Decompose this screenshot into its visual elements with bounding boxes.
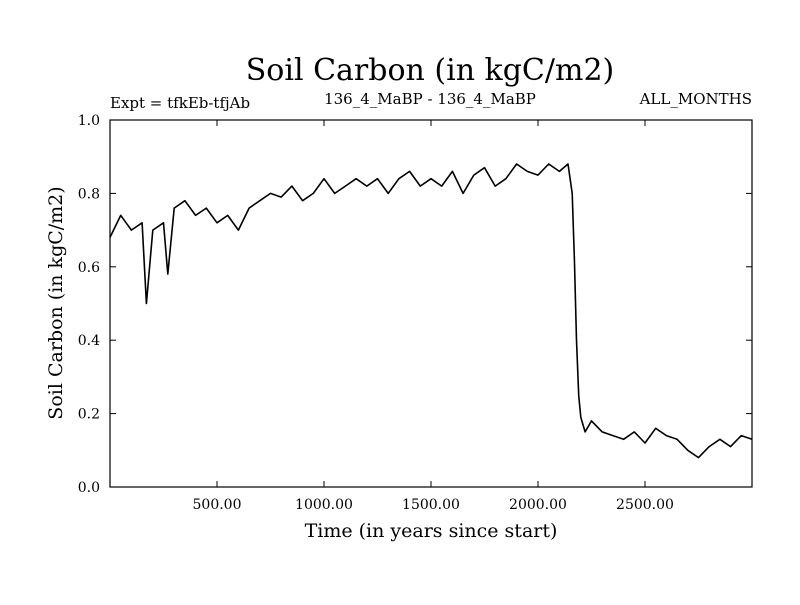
x-axis: 500.00 1000.00 1500.00 2000.00 2500.00 (193, 120, 674, 513)
period-label: 136_4_MaBP - 136_4_MaBP (324, 90, 536, 108)
y-tick-label: 0.0 (78, 480, 100, 496)
x-tick-label: 2000.00 (509, 497, 567, 513)
y-tick-label: 1.0 (78, 113, 100, 129)
y-tick-label: 0.4 (78, 333, 100, 349)
plot-frame (109, 119, 753, 488)
x-tick-label: 2500.00 (616, 497, 674, 513)
x-tick-label: 500.00 (193, 497, 242, 513)
soil-carbon-series-line (109, 163, 753, 459)
chart-title: Soil Carbon (in kgC/m2) (246, 53, 614, 88)
months-label: ALL_MONTHS (639, 90, 752, 108)
x-tick-label: 1500.00 (402, 497, 460, 513)
experiment-label: Expt = tfkEb-tfjAb (110, 94, 250, 112)
y-tick-label: 0.8 (78, 186, 100, 202)
series-layer (109, 163, 753, 459)
y-tick-label: 0.2 (78, 407, 100, 423)
y-axis-title: Soil Carbon (in kgC/m2) (45, 186, 67, 419)
y-tick-label: 0.6 (78, 260, 100, 276)
x-tick-label: 1000.00 (295, 497, 353, 513)
x-axis-title: Time (in years since start) (305, 520, 558, 542)
y-axis: 0.0 0.2 0.4 0.6 0.8 1.0 (78, 113, 752, 496)
